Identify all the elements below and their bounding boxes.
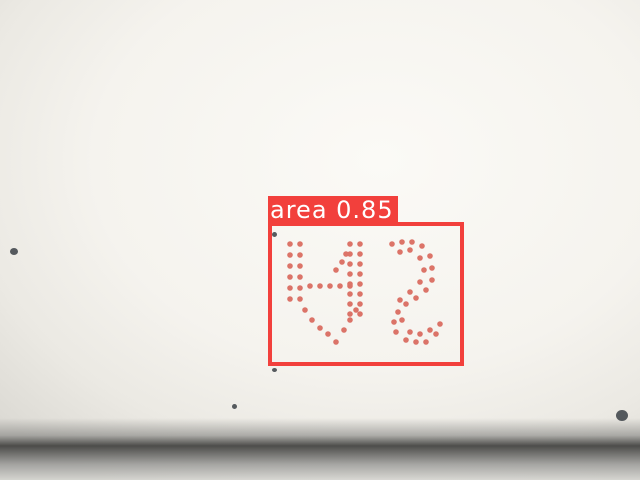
marking-dot <box>325 331 331 337</box>
marking-dot <box>397 297 403 303</box>
detection-label: area 0.85 <box>268 196 398 222</box>
marking-dot <box>357 291 363 297</box>
marking-dot <box>353 307 359 313</box>
marking-dot <box>395 309 401 315</box>
marking-dot <box>287 241 293 247</box>
marking-dot <box>417 279 423 285</box>
marking-dot <box>297 241 303 247</box>
marking-dot <box>333 339 339 345</box>
marking-dot <box>421 267 427 273</box>
marking-dot <box>429 277 435 283</box>
marking-dot <box>407 247 413 253</box>
marking-dot <box>341 327 347 333</box>
marking-dot <box>337 283 343 289</box>
marking-dot <box>423 339 429 345</box>
frame-bottom-shadow <box>0 418 640 480</box>
marking-dot <box>423 287 429 293</box>
marking-dot <box>302 307 308 313</box>
marking-dot <box>417 331 423 337</box>
dust-speck <box>10 248 18 255</box>
marking-dot <box>357 251 363 257</box>
marking-dot <box>399 317 405 323</box>
marking-dot <box>419 243 425 249</box>
marking-dot <box>347 311 353 317</box>
marking-dot <box>393 329 399 335</box>
marking-dot <box>413 339 419 345</box>
marking-dot <box>347 317 353 323</box>
marking-dot <box>297 263 303 269</box>
marking-dot <box>429 265 435 271</box>
marking-dot <box>347 241 353 247</box>
dust-speck <box>272 368 277 372</box>
marking-dot <box>357 261 363 267</box>
marking-dot <box>347 301 353 307</box>
marking-dot <box>309 317 315 323</box>
dust-speck <box>272 232 277 237</box>
marking-dot <box>399 239 405 245</box>
marking-dot <box>317 325 323 331</box>
marking-dot <box>437 321 443 327</box>
marking-dot <box>403 301 409 307</box>
marking-dot <box>339 259 345 265</box>
marking-dot <box>357 271 363 277</box>
marking-dot <box>357 311 363 317</box>
marking-dot <box>357 281 363 287</box>
marking-dot <box>391 319 397 325</box>
dust-speck <box>232 404 237 409</box>
marking-dot <box>287 285 293 291</box>
marking-dot <box>397 249 403 255</box>
marking-dot <box>417 255 423 261</box>
marking-dot <box>343 251 349 257</box>
marking-dot <box>347 281 353 287</box>
marking-dot <box>317 283 323 289</box>
marking-dot <box>407 289 413 295</box>
marking-dot <box>307 283 313 289</box>
marking-dot <box>403 337 409 343</box>
marking-dot <box>287 252 293 258</box>
marking-dot <box>287 263 293 269</box>
marking-dot <box>297 274 303 280</box>
marking-dot <box>347 291 353 297</box>
marking-dot <box>297 252 303 258</box>
marking-dot <box>347 261 353 267</box>
marking-dot <box>327 283 333 289</box>
marking-dot <box>297 285 303 291</box>
marking-dot <box>287 274 293 280</box>
dust-speck <box>616 410 628 421</box>
marking-dot <box>297 296 303 302</box>
marking-dot <box>357 241 363 247</box>
marking-dot <box>427 327 433 333</box>
marking-dot <box>427 253 433 259</box>
marking-dot <box>347 251 353 257</box>
detection-bounding-box <box>268 222 464 366</box>
marking-dot <box>413 295 419 301</box>
marking-dot <box>333 267 339 273</box>
marking-dot <box>347 271 353 277</box>
marking-dot <box>433 331 439 337</box>
marking-dot <box>409 239 415 245</box>
marking-dot <box>287 296 293 302</box>
marking-dot <box>407 329 413 335</box>
marking-dot <box>357 301 363 307</box>
marking-dot <box>389 241 395 247</box>
